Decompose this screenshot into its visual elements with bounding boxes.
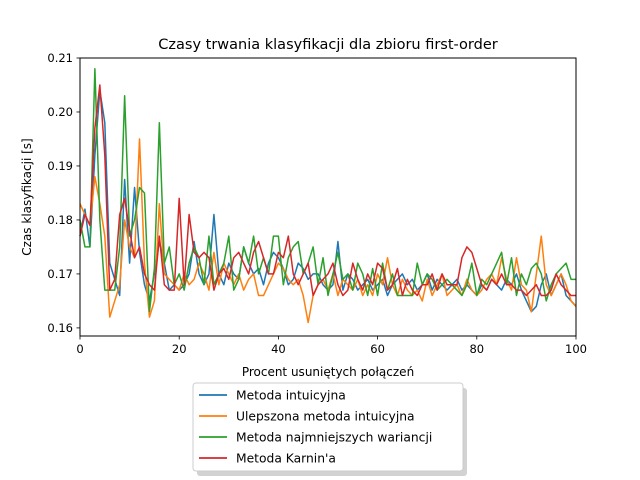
x-axis-ticks: 0 20 40 60 80 100 [76, 336, 587, 356]
legend-items: Metoda intuicyjna Ulepszona metoda intuic… [199, 389, 432, 466]
y-axis-ticks: 0.16 0.17 0.18 0.19 0.20 0.21 [47, 51, 80, 335]
y-tick-label: 0.16 [47, 321, 73, 335]
x-tick-label: 0 [76, 342, 83, 356]
y-tick-label: 0.19 [47, 159, 73, 173]
y-tick-label: 0.21 [47, 51, 73, 65]
x-tick-label: 20 [172, 342, 187, 356]
x-axis-label: Procent usuniętych połączeń [242, 365, 414, 379]
legend-box [192, 382, 464, 472]
series-line-4 [79, 84, 576, 297]
x-tick-label: 80 [469, 342, 484, 356]
legend-label-2: Ulepszona metoda intuicyjna [236, 410, 415, 424]
y-tick-label: 0.18 [47, 213, 73, 227]
legend: Metoda intuicyjna Ulepszona metoda intuic… [192, 382, 467, 476]
series-line-3 [79, 68, 576, 313]
plot-frame [79, 57, 577, 337]
plot-area [79, 57, 577, 337]
y-axis-label: Czas klasyfikacji [s] [20, 138, 34, 255]
legend-label-3: Metoda najmniejszych wariancji [236, 431, 432, 445]
x-tick-label: 60 [370, 342, 385, 356]
y-tick-label: 0.20 [47, 105, 73, 119]
y-tick-label: 0.17 [47, 267, 73, 281]
legend-label-4: Metoda Karnin'a [236, 452, 336, 466]
x-tick-label: 100 [565, 342, 587, 356]
chart-title: Czasy trwania klasyfikacji dla zbioru fi… [158, 37, 497, 53]
series-layer [79, 68, 577, 324]
legend-label-1: Metoda intuicyjna [236, 389, 346, 403]
x-tick-label: 40 [271, 342, 286, 356]
